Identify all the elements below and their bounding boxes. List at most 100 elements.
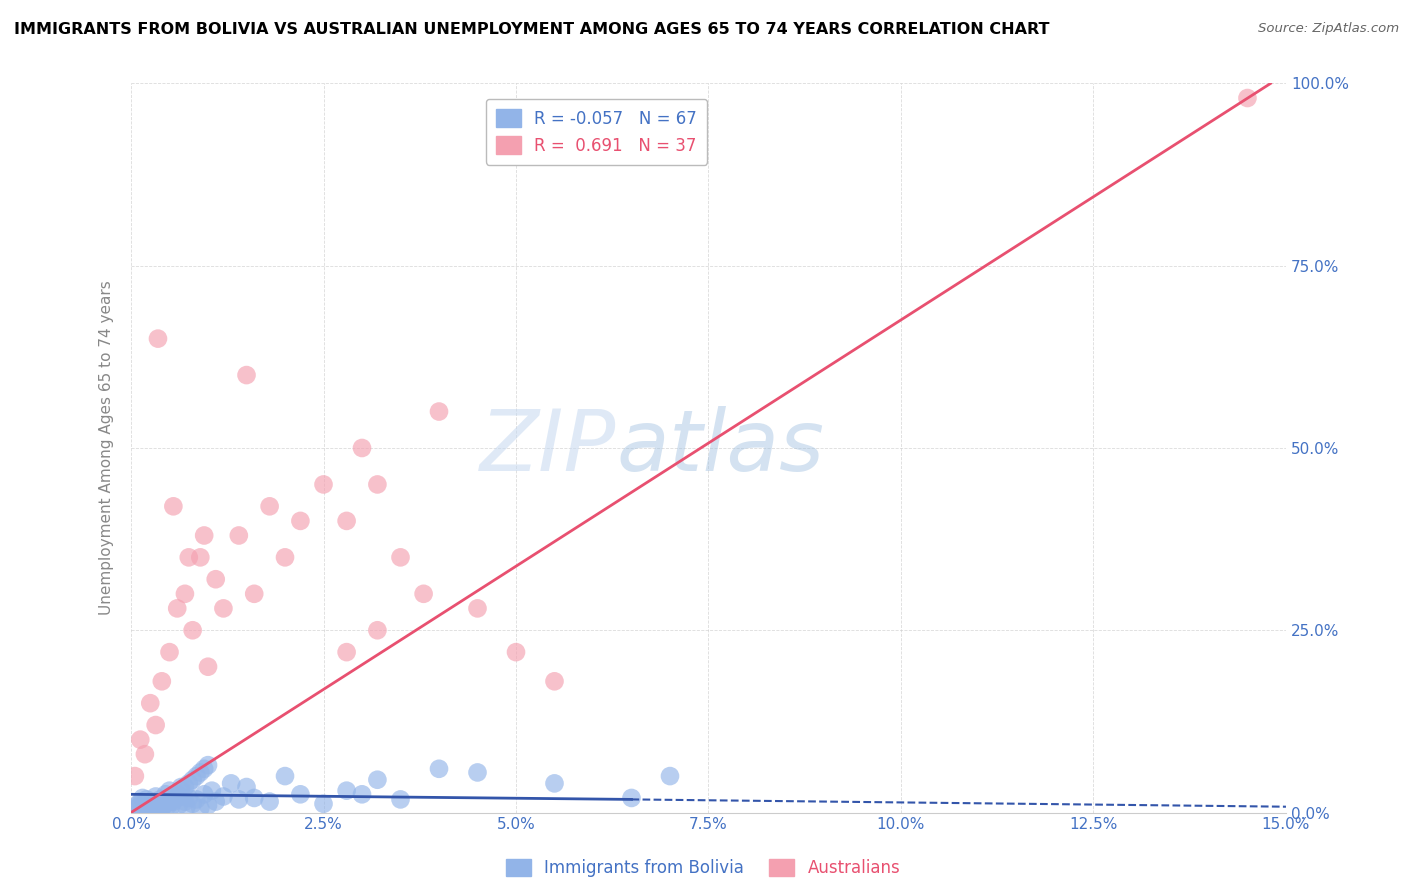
Point [197, 798, 219, 813]
Point [350, 787, 373, 801]
Point [167, 798, 190, 813]
Point [1236, 91, 1258, 105]
Point [166, 787, 188, 801]
Point [259, 500, 281, 514]
Point [336, 645, 359, 659]
Legend: Immigrants from Bolivia, Australians: Immigrants from Bolivia, Australians [499, 852, 907, 884]
Point [274, 769, 297, 783]
Point [336, 514, 359, 528]
Point [204, 572, 226, 586]
Point [162, 500, 184, 514]
Point [162, 795, 184, 809]
Point [290, 787, 312, 801]
Point [188, 801, 211, 815]
Point [159, 645, 181, 659]
Point [259, 795, 281, 809]
Point [193, 762, 215, 776]
Point [143, 803, 166, 817]
Point [128, 799, 150, 814]
Point [659, 769, 682, 783]
Point [350, 441, 373, 455]
Point [155, 797, 177, 811]
Point [129, 732, 152, 747]
Point [235, 780, 257, 794]
Point [336, 783, 359, 797]
Text: ZIP: ZIP [479, 407, 616, 490]
Point [134, 797, 156, 811]
Point [389, 792, 412, 806]
Point [145, 718, 167, 732]
Point [160, 799, 183, 814]
Point [212, 789, 235, 804]
Point [136, 801, 159, 815]
Y-axis label: Unemployment Among Ages 65 to 74 years: Unemployment Among Ages 65 to 74 years [100, 281, 114, 615]
Point [177, 550, 200, 565]
Point [152, 797, 174, 811]
Point [150, 674, 173, 689]
Point [274, 550, 297, 565]
Point [235, 368, 257, 382]
Point [139, 696, 162, 710]
Text: IMMIGRANTS FROM BOLIVIA VS AUSTRALIAN UNEMPLOYMENT AMONG AGES 65 TO 74 YEARS COR: IMMIGRANTS FROM BOLIVIA VS AUSTRALIAN UN… [14, 22, 1049, 37]
Point [366, 477, 388, 491]
Point [188, 765, 211, 780]
Point [188, 550, 211, 565]
Point [186, 769, 208, 783]
Point [159, 795, 181, 809]
Point [176, 799, 198, 814]
Point [181, 797, 204, 811]
Point [166, 791, 188, 805]
Point [174, 795, 197, 809]
Point [150, 802, 173, 816]
Point [243, 587, 266, 601]
Point [427, 404, 450, 418]
Point [135, 792, 157, 806]
Point [186, 792, 208, 806]
Point [134, 747, 156, 762]
Point [146, 802, 169, 816]
Point [149, 792, 172, 806]
Point [127, 798, 149, 813]
Point [219, 776, 242, 790]
Point [177, 776, 200, 790]
Point [170, 780, 193, 794]
Point [124, 802, 146, 816]
Point [193, 528, 215, 542]
Point [312, 797, 335, 811]
Point [543, 674, 565, 689]
Point [312, 477, 335, 491]
Point [212, 601, 235, 615]
Point [620, 791, 643, 805]
Point [129, 795, 152, 809]
Point [124, 769, 146, 783]
Point [197, 758, 219, 772]
Point [427, 762, 450, 776]
Point [143, 799, 166, 814]
Point [170, 783, 193, 797]
Point [155, 787, 177, 801]
Legend: R = -0.057   N = 67, R =  0.691   N = 37: R = -0.057 N = 67, R = 0.691 N = 37 [486, 99, 707, 165]
Point [146, 798, 169, 813]
Point [181, 772, 204, 787]
Point [204, 795, 226, 809]
Point [174, 780, 197, 794]
Text: atlas: atlas [616, 407, 824, 490]
Point [467, 765, 489, 780]
Point [366, 772, 388, 787]
Point [131, 791, 153, 805]
Point [467, 601, 489, 615]
Point [197, 659, 219, 673]
Point [201, 783, 224, 797]
Point [162, 791, 184, 805]
Point [181, 624, 204, 638]
Text: Source: ZipAtlas.com: Source: ZipAtlas.com [1258, 22, 1399, 36]
Point [228, 528, 250, 542]
Point [142, 795, 165, 809]
Point [193, 787, 215, 801]
Point [389, 550, 412, 565]
Point [543, 776, 565, 790]
Point [150, 799, 173, 814]
Point [412, 587, 434, 601]
Point [366, 624, 388, 638]
Point [159, 783, 181, 797]
